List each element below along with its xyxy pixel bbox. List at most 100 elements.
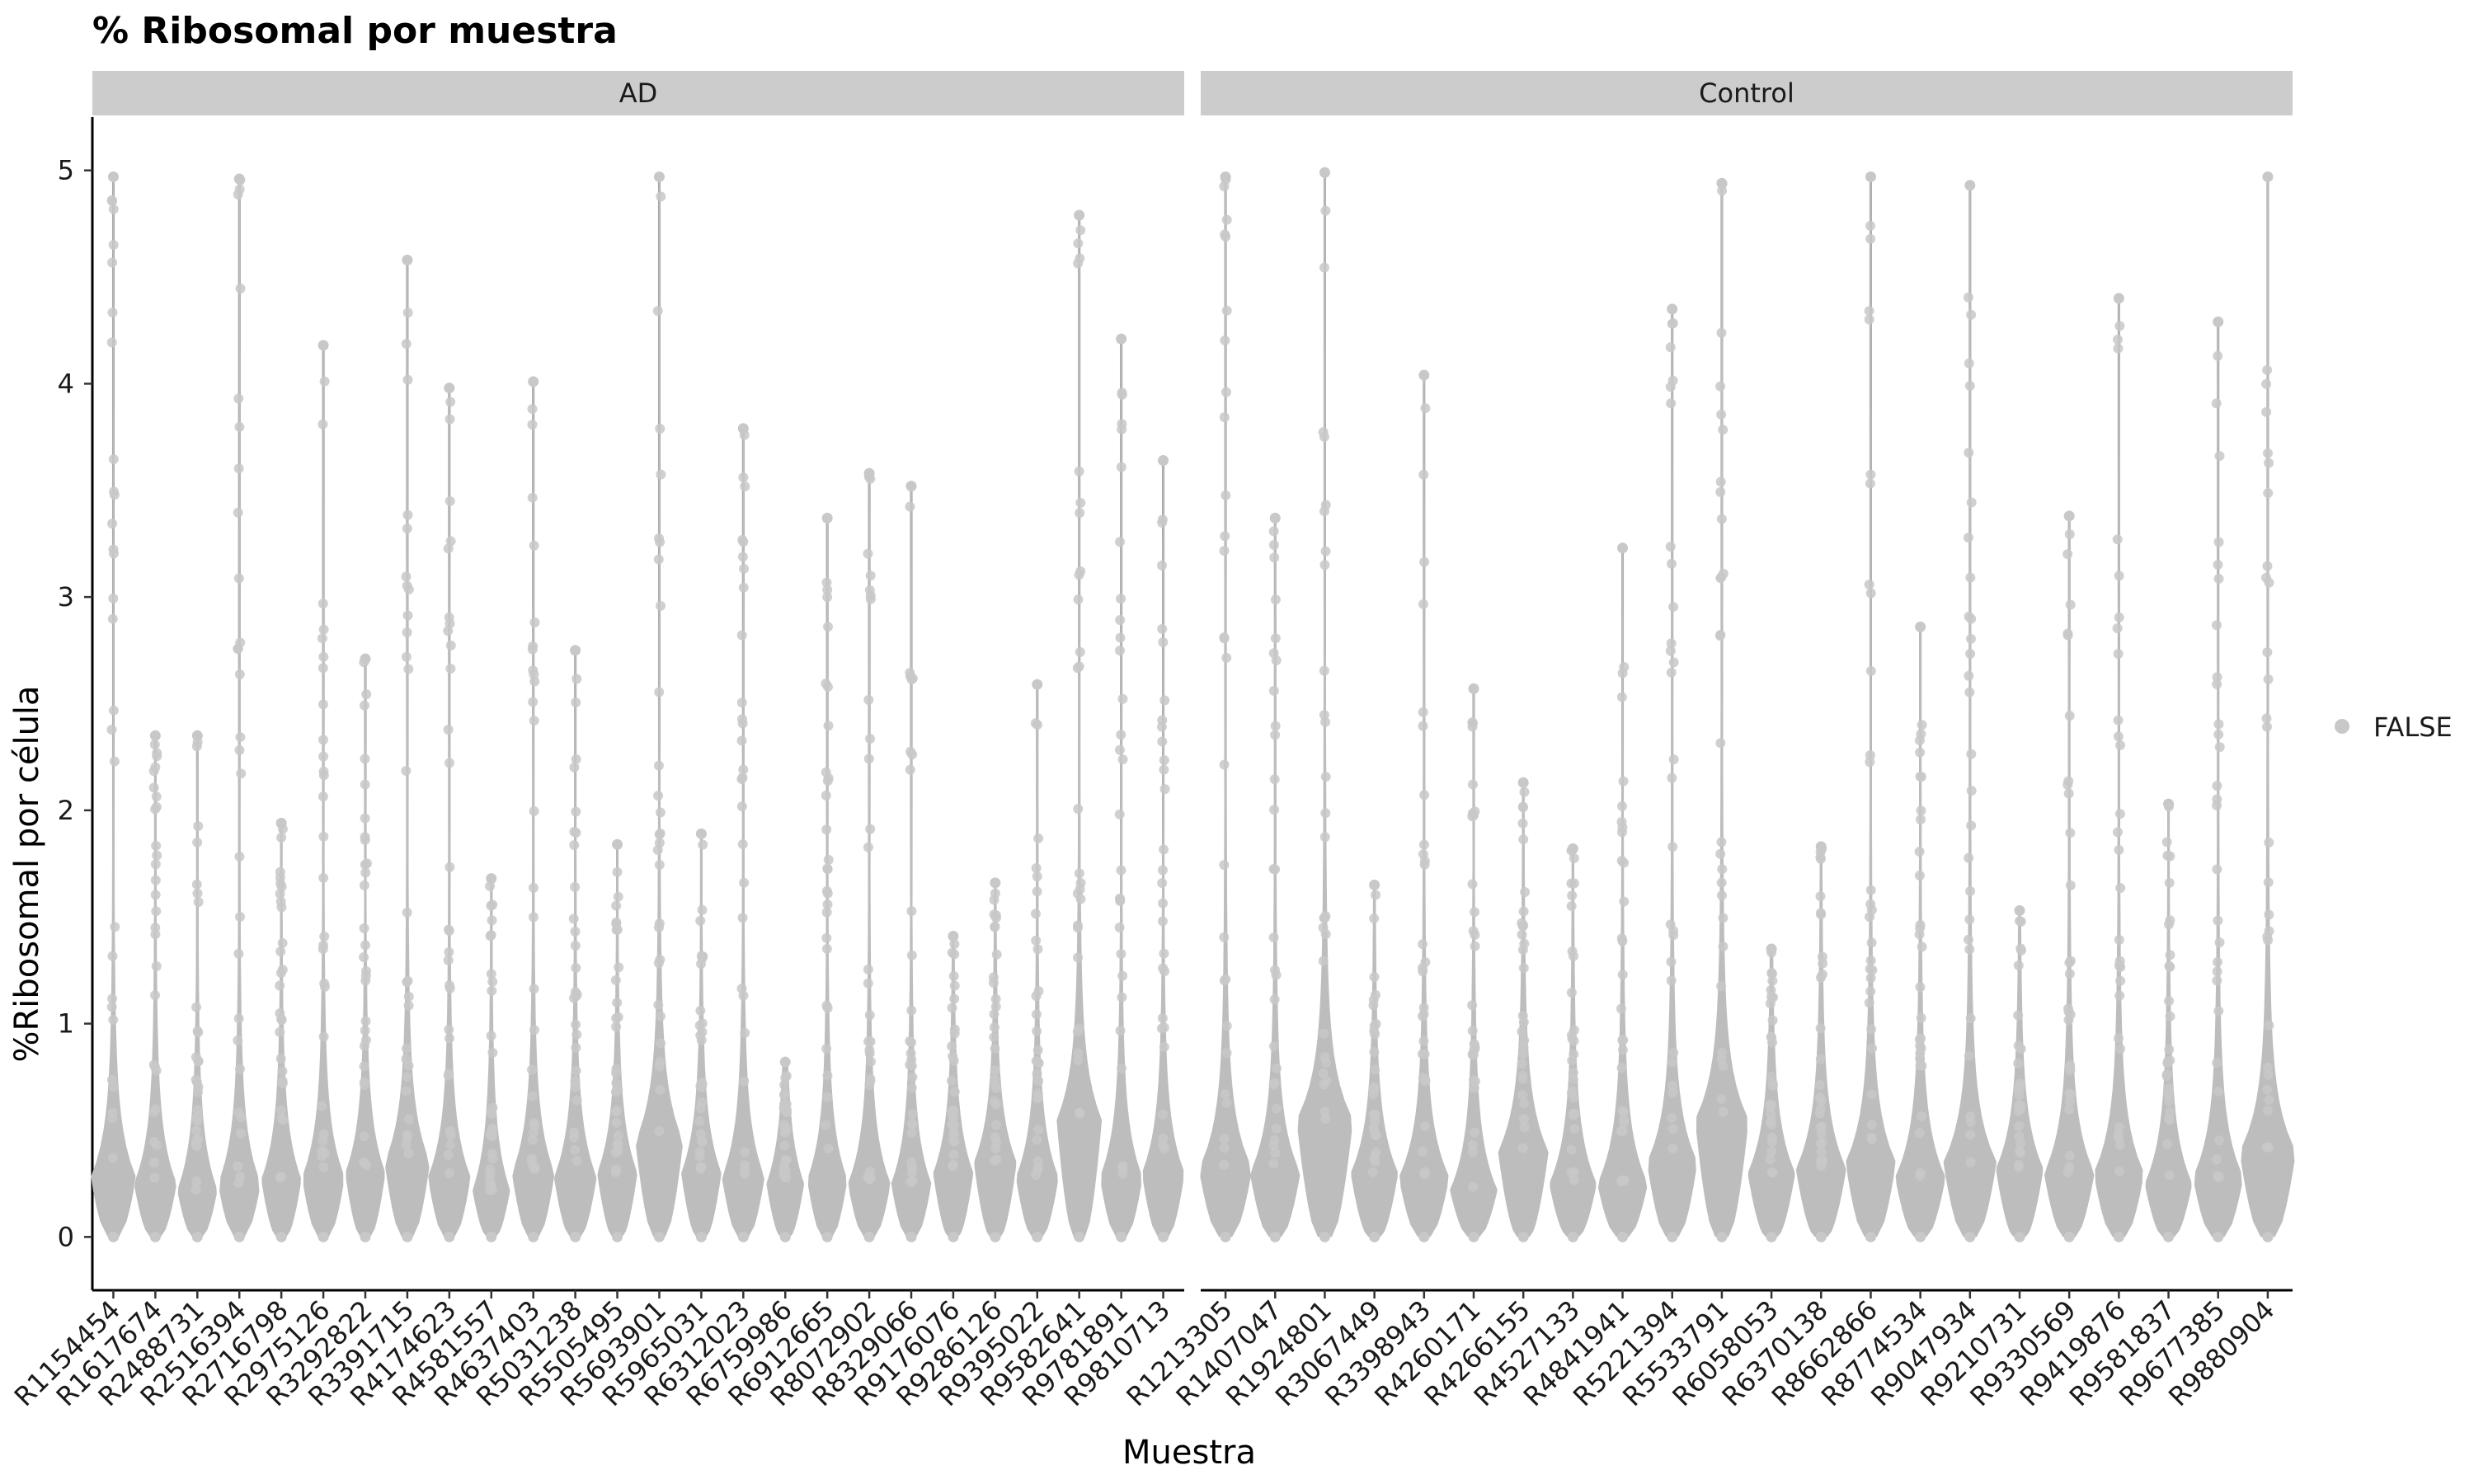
data-point — [571, 1095, 582, 1106]
data-point — [1766, 1071, 1776, 1082]
data-point — [1519, 1098, 1530, 1109]
data-point — [276, 832, 287, 843]
data-point — [2065, 828, 2076, 838]
data-point — [948, 1055, 959, 1066]
data-point — [1418, 939, 1428, 950]
data-point — [1867, 965, 1878, 975]
data-point — [737, 552, 748, 562]
data-point — [1269, 994, 1280, 1005]
y-tick-label: 4 — [58, 368, 74, 399]
max-point — [2163, 798, 2175, 810]
violin-shape — [636, 176, 683, 1237]
data-point — [527, 420, 538, 430]
data-point — [736, 984, 747, 994]
data-point — [1033, 833, 1044, 843]
data-point — [1914, 735, 1925, 746]
data-point — [656, 469, 666, 480]
data-point — [1159, 755, 1169, 766]
data-point — [611, 917, 622, 928]
data-point — [529, 882, 539, 893]
data-point — [571, 1029, 582, 1040]
violin-group — [636, 171, 683, 1242]
data-point — [1115, 615, 1126, 626]
data-point — [1716, 1094, 1727, 1105]
data-point — [1074, 466, 1084, 477]
data-point — [1467, 1147, 1478, 1158]
data-point — [738, 582, 749, 593]
data-point — [863, 754, 874, 764]
data-point — [2113, 715, 2124, 726]
data-point — [193, 897, 204, 908]
data-point — [2112, 623, 2123, 634]
data-point — [823, 721, 834, 731]
data-point — [1815, 1054, 1826, 1064]
data-point — [529, 540, 539, 551]
data-point — [906, 1005, 917, 1016]
data-point — [360, 965, 371, 976]
data-point — [1269, 1078, 1280, 1088]
data-point — [1963, 292, 1973, 303]
data-point — [1159, 1041, 1169, 1052]
data-point — [233, 1035, 243, 1045]
data-point — [1319, 560, 1330, 571]
data-point — [1031, 1009, 1042, 1020]
violin-group — [1648, 303, 1696, 1242]
data-point — [906, 674, 917, 684]
data-point — [2113, 649, 2124, 660]
data-point — [234, 744, 245, 755]
data-point — [779, 1079, 790, 1090]
max-point — [360, 653, 371, 665]
data-point — [401, 1054, 412, 1064]
data-point — [2213, 537, 2224, 547]
data-point — [1917, 942, 1927, 952]
data-point — [443, 955, 454, 965]
data-point — [1915, 1053, 1926, 1064]
data-point — [1517, 1059, 1527, 1069]
data-point — [1270, 730, 1281, 740]
data-point — [1866, 1024, 1877, 1035]
data-point — [571, 1019, 581, 1030]
data-point — [1518, 1114, 1529, 1125]
data-point — [529, 716, 539, 726]
data-point — [275, 1054, 286, 1064]
data-point — [233, 1107, 244, 1118]
max-point — [1418, 369, 1430, 381]
data-point — [150, 1104, 161, 1115]
violin-shape — [2095, 298, 2143, 1237]
data-point — [1964, 687, 1975, 697]
data-point — [1668, 602, 1679, 613]
data-point — [2263, 1069, 2274, 1080]
data-point — [1715, 738, 1726, 749]
data-point — [317, 944, 328, 955]
data-point — [2064, 969, 2075, 979]
data-point — [821, 577, 832, 588]
data-point — [2013, 1058, 2024, 1068]
data-point — [740, 1160, 750, 1171]
data-point — [233, 644, 243, 655]
data-point — [1320, 772, 1331, 782]
data-point — [1418, 707, 1428, 717]
data-point — [821, 907, 832, 918]
violin-group — [1550, 843, 1597, 1242]
data-point — [863, 964, 873, 974]
data-point — [108, 204, 119, 214]
data-point — [653, 760, 664, 771]
data-point — [655, 537, 666, 547]
data-point — [1367, 1167, 1378, 1177]
data-point — [779, 1140, 790, 1151]
data-point — [275, 889, 285, 899]
min-point — [1964, 1231, 1976, 1242]
data-point — [1157, 514, 1168, 525]
data-point — [949, 1136, 960, 1147]
data-point — [1618, 1106, 1629, 1117]
data-point — [1964, 944, 1975, 955]
max-point — [1517, 777, 1529, 788]
data-point — [2065, 956, 2076, 966]
data-point — [2114, 809, 2125, 819]
data-point — [1816, 1147, 1827, 1158]
data-point — [2114, 612, 2124, 622]
data-point — [2212, 781, 2222, 791]
data-point — [106, 195, 117, 205]
data-point — [1665, 646, 1676, 656]
